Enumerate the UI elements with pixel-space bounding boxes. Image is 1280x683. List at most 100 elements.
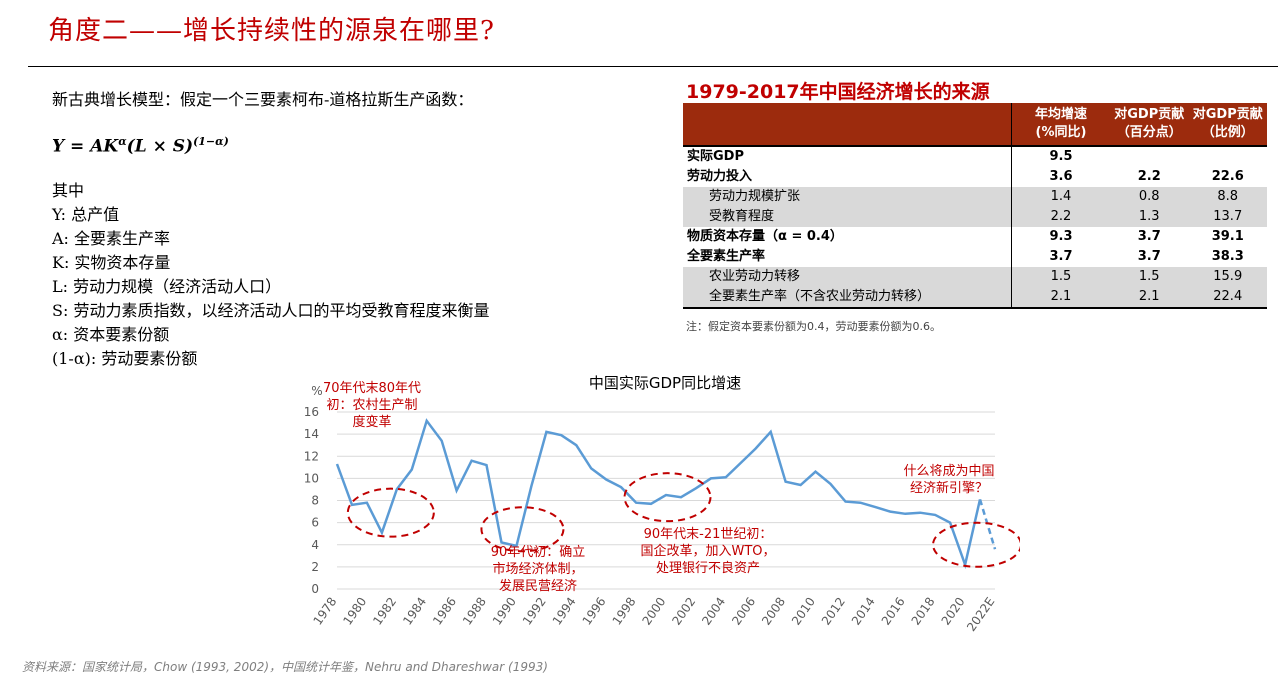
y-tick-label: 0 (311, 582, 319, 596)
where-label: 其中 (52, 180, 85, 200)
definition-a: A: 全要素生产率 (52, 228, 171, 248)
table-header-contrib-share: 对GDP贡献 （比例） (1188, 103, 1267, 146)
row-contrib-share: 13.7 (1188, 207, 1267, 227)
data-source: 资料来源：国家统计局，Chow (1993, 2002)，中国统计年鉴，Nehr… (22, 660, 548, 674)
y-axis-ticks: 0 2 4 6 8 10 12 14 16 (304, 405, 319, 596)
annotation-text: 70年代末80年代 (323, 381, 421, 396)
x-tick-label: 1988 (460, 595, 489, 628)
row-label: 受教育程度 (683, 207, 1012, 227)
x-tick-label: 1984 (400, 595, 429, 628)
row-contrib-share: 22.6 (1211, 169, 1244, 184)
annotation-text: 经济新引擎？ (910, 480, 988, 496)
x-tick-label: 1998 (610, 595, 639, 628)
x-tick-label: 2004 (699, 595, 728, 628)
x-tick-label: 1986 (430, 595, 459, 628)
growth-sources-table: 年均增速 (%同比) 对GDP贡献 （百分点） 对GDP贡献 （比例） 实际GDP 9… (683, 103, 1267, 309)
row-growth: 3.7 (1011, 247, 1110, 267)
row-growth: 9.3 (1011, 227, 1110, 247)
definition-alpha: α: 资本要素份额 (52, 324, 170, 344)
row-contrib-share: 39.1 (1211, 229, 1244, 244)
annotation-circle (480, 506, 565, 553)
y-tick-label: 16 (304, 405, 319, 419)
row-contrib-pp: 2.2 (1137, 169, 1161, 184)
row-growth: 2.1 (1011, 287, 1110, 309)
table-header-growth: 年均增速 (%同比) (1011, 103, 1110, 146)
table-title: 1979-2017年中国经济增长的来源 (686, 81, 990, 103)
row-contrib-pp: 1.5 (1110, 267, 1189, 287)
definition-labor-share: (1-α): 劳动要素份额 (52, 348, 198, 368)
table-row: 劳动力规模扩张 1.4 0.8 8.8 (683, 187, 1267, 207)
table-row: 实际GDP 9.5 (683, 145, 1267, 167)
y-tick-label: 4 (311, 538, 319, 552)
y-tick-label: 10 (304, 471, 319, 485)
table-header-row: 年均增速 (%同比) 对GDP贡献 （百分点） 对GDP贡献 （比例） (683, 103, 1267, 146)
x-tick-label: 2020 (939, 595, 968, 628)
x-axis-ticks: 1978 1980 1982 1984 1986 1988 1990 1992 1994 1996… (310, 595, 997, 634)
annotation-text: 90年代初：确立 (491, 545, 586, 560)
table-note: 注：假定资本要素份额为0.4，劳动要素份额为0.6。 (686, 320, 941, 333)
table-row: 农业劳动力转移 1.5 1.5 15.9 (683, 267, 1267, 287)
chart-title: 中国实际GDP同比增速 (589, 374, 741, 392)
x-tick-label: 2014 (849, 595, 878, 628)
gdp-growth-line (335, 418, 982, 570)
gdp-forecast-line (978, 499, 997, 550)
row-contrib-pp: 3.7 (1137, 249, 1161, 264)
formula-base: Y = AK (52, 136, 119, 157)
definition-y: Y: 总产值 (52, 204, 120, 224)
x-tick-label: 2008 (759, 595, 788, 628)
x-tick-label: 2002 (669, 595, 698, 628)
x-tick-label: 2010 (789, 595, 818, 628)
page-title: 角度二——增长持续性的源泉在哪里? (48, 16, 495, 46)
x-tick-label: 2012 (819, 595, 848, 628)
x-tick-label: 1990 (490, 595, 519, 628)
row-contrib-pp: 3.7 (1137, 229, 1161, 244)
table-row: 物质资本存量（α = 0.4） 9.3 3.7 39.1 (683, 227, 1267, 247)
definition-s: S: 劳动力素质指数，以经济活动人口的平均受教育程度来衡量 (52, 300, 490, 320)
definition-l: L: 劳动力规模（经济活动人口） (52, 276, 282, 296)
annotation-text: 发展民营经济 (499, 578, 577, 594)
annotation-circle (346, 487, 435, 538)
row-contrib-pp: 1.3 (1110, 207, 1189, 227)
formula-exponent-labor: (1−α) (193, 135, 229, 148)
title-divider (28, 66, 1278, 67)
row-label: 劳动力规模扩张 (683, 187, 1012, 207)
definition-k: K: 实物资本存量 (52, 252, 171, 272)
table-row: 劳动力投入 3.6 2.2 22.6 (683, 167, 1267, 187)
formula-labor: (L × S) (126, 136, 194, 157)
x-tick-label: 1978 (310, 595, 339, 628)
x-tick-label: 2006 (729, 595, 758, 628)
annotation-circles (346, 472, 1020, 568)
y-tick-label: 12 (304, 449, 319, 463)
table-row: 全要素生产率 3.7 3.7 38.3 (683, 247, 1267, 267)
y-tick-label: 6 (311, 516, 319, 530)
row-contrib-pp: 2.1 (1110, 287, 1189, 309)
annotation-text: 90年代末-21世纪初： (644, 527, 773, 542)
y-tick-label: 14 (304, 427, 319, 441)
row-contrib-share: 8.8 (1188, 187, 1267, 207)
row-contrib-pp: 0.8 (1110, 187, 1189, 207)
x-tick-label: 2016 (879, 595, 908, 628)
annotation-text: 国企改革，加入WTO， (640, 543, 775, 559)
row-contrib-share: 15.9 (1188, 267, 1267, 287)
annotation-text: 市场经济体制， (492, 561, 583, 577)
table-header-blank (683, 103, 1012, 146)
annotation-text: 初：农村生产制 (326, 398, 417, 413)
row-growth: 9.5 (1011, 145, 1110, 167)
annotation-text: 处理银行不良资产 (656, 560, 760, 576)
row-growth: 1.4 (1011, 187, 1110, 207)
row-label: 全要素生产率（不含农业劳动力转移） (683, 287, 1012, 309)
x-tick-label: 2022E (964, 595, 997, 634)
x-tick-label: 2000 (639, 595, 668, 628)
row-label: 农业劳动力转移 (683, 267, 1012, 287)
row-contrib-pp (1110, 145, 1189, 167)
model-description: 新古典增长模型：假定一个三要素柯布-道格拉斯生产函数： Y = AKα(L × … (52, 88, 489, 371)
row-contrib-share: 22.4 (1188, 287, 1267, 309)
row-label: 实际GDP (683, 145, 1012, 167)
annotation-text: 度变革 (352, 414, 391, 430)
formula-exponent-alpha: α (118, 135, 127, 148)
grid-lines (337, 411, 995, 590)
row-label: 物质资本存量（α = 0.4） (687, 229, 843, 244)
x-tick-label: 2018 (909, 595, 938, 628)
x-tick-label: 1996 (580, 595, 609, 628)
